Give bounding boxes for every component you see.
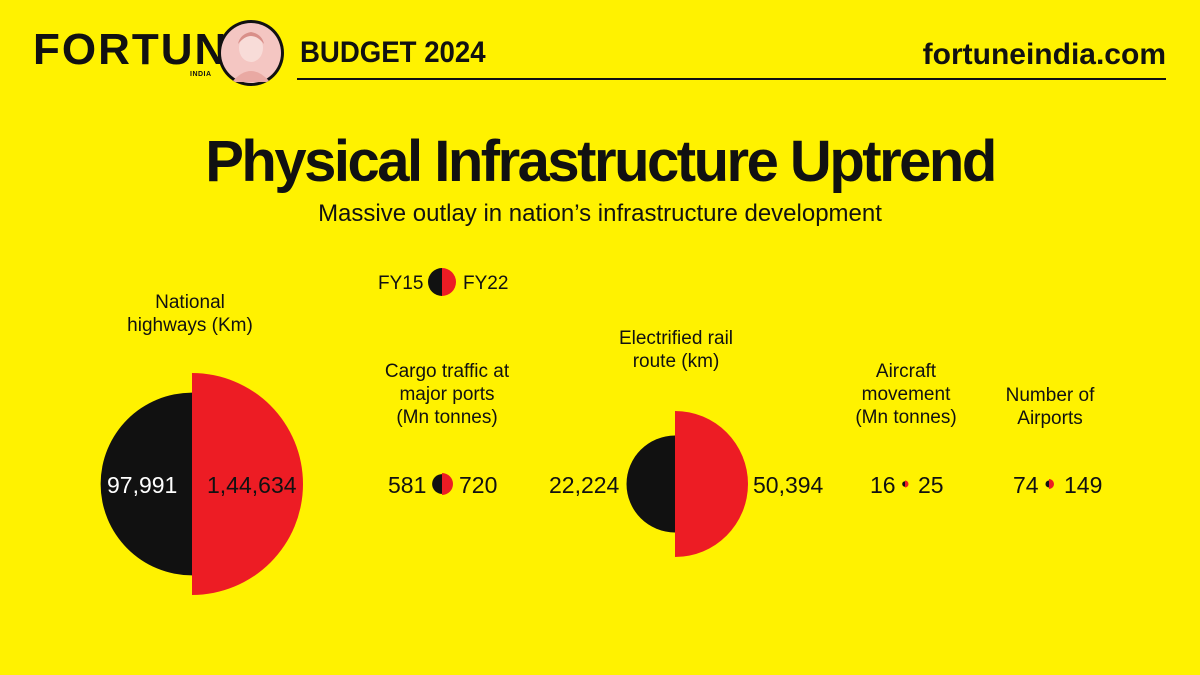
highways-fy15-half [100, 392, 192, 576]
header-divider [297, 78, 1166, 80]
highways-fy15-value: 97,991 [107, 472, 178, 498]
aircraft-label-line2: movement [861, 384, 951, 405]
rail-fy22-value: 50,394 [753, 472, 824, 498]
airports-label: Number of Airports [940, 384, 1160, 430]
rail-fy15-half [626, 435, 675, 533]
highways-fy22-value: 1,44,634 [207, 472, 297, 498]
aircraft-fy22-value: 25 [918, 472, 944, 498]
airports-fy15-half [1045, 480, 1049, 488]
fortune-logo-sub: INDIA [190, 71, 212, 78]
aircraft-fy15-value: 16 [870, 472, 896, 498]
cargo-label-line2: major ports [399, 384, 495, 405]
cargo-fy22-value: 720 [459, 472, 498, 498]
cargo-fy15-value: 581 [388, 472, 427, 498]
cargo-fy22-half [442, 473, 453, 495]
aircraft-fy22-half [905, 480, 909, 488]
airports-fy22-half [1049, 479, 1054, 489]
legend-label-fy22: FY22 [463, 273, 509, 294]
page-title: Physical Infrastructure Uptrend [205, 129, 997, 194]
airports-label-line1: Number of [1005, 385, 1095, 406]
airports-fy22-value: 149 [1064, 472, 1103, 498]
rail-fy15-value: 22,224 [549, 472, 620, 498]
airports-fy15-value: 74 [1013, 472, 1039, 498]
highways-label-line1: National [155, 292, 225, 313]
airports-label-line2: Airports [1017, 408, 1083, 429]
budget-label: BUDGET 2024 [300, 36, 486, 69]
page-subtitle: Massive outlay in nation’s infrastructur… [318, 200, 882, 227]
portrait-avatar [218, 20, 284, 86]
rail-label-line1: Electrified rail [618, 328, 734, 349]
portrait-icon [221, 23, 281, 83]
site-link[interactable]: fortuneindia.com [922, 38, 1166, 71]
aircraft-label-line1: Aircraft [875, 361, 937, 382]
cargo-label-line3: (Mn tonnes) [396, 407, 498, 428]
highways-label-line2: highways (Km) [127, 315, 253, 336]
legend-fy22-half-icon [442, 268, 456, 296]
aircraft-fy15-half [902, 481, 905, 487]
aircraft-label: Aircraft movement (Mn tonnes) [796, 360, 1016, 429]
legend-label-fy15: FY15 [378, 273, 424, 294]
highways-fy22-half [192, 373, 303, 595]
rail-label: Electrified rail route (km) [566, 327, 786, 373]
aircraft-label-line3: (Mn tonnes) [855, 407, 957, 428]
rail-fy22-half [675, 411, 748, 557]
cargo-label: Cargo traffic at major ports (Mn tonnes) [337, 360, 557, 429]
rail-label-line2: route (km) [632, 351, 720, 372]
highways-label: National highways (Km) [80, 291, 300, 337]
cargo-fy15-half [432, 474, 442, 494]
legend-fy15-half-icon [428, 268, 442, 296]
cargo-label-line1: Cargo traffic at [384, 361, 510, 382]
